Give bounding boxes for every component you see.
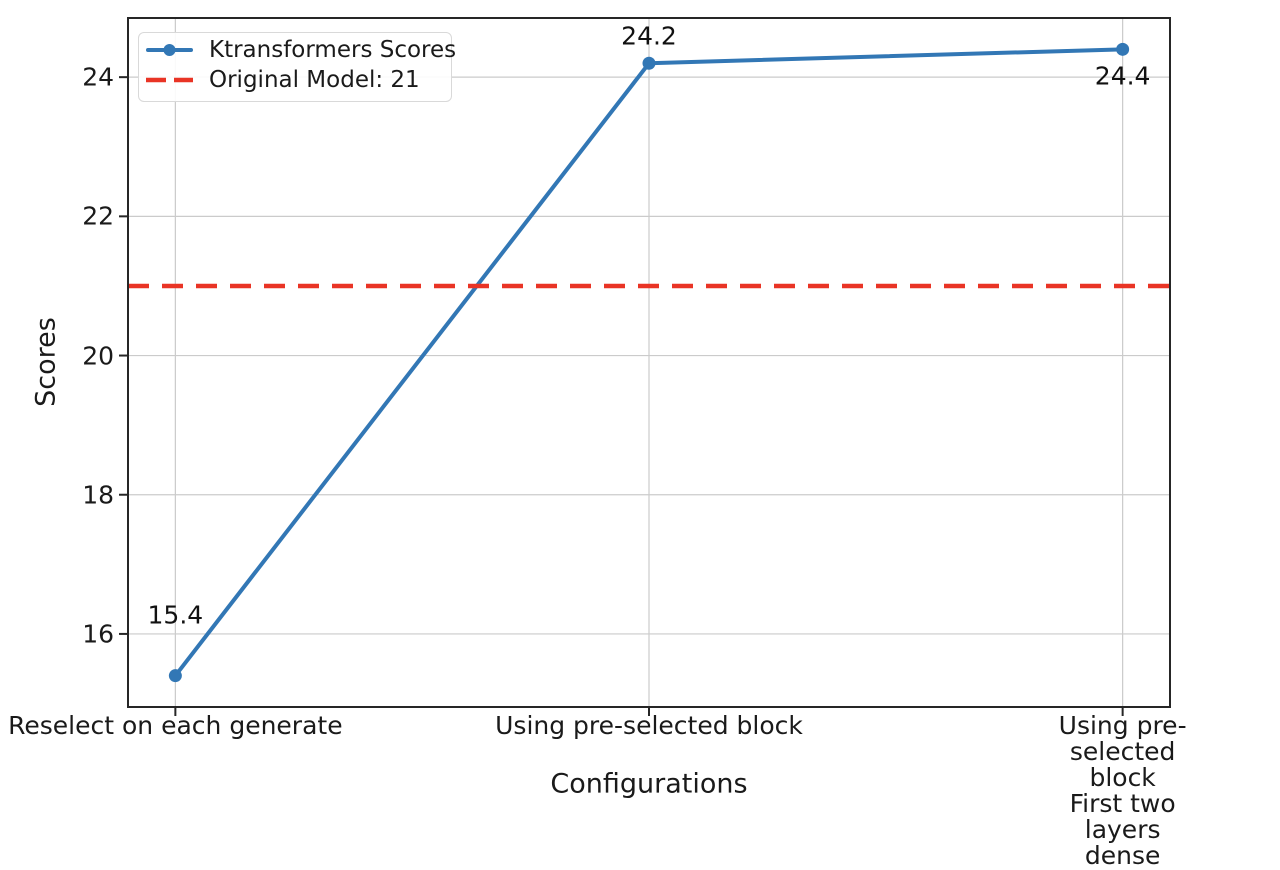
y-axis-label: Scores bbox=[30, 317, 62, 407]
x-axis-label: Configurations bbox=[550, 768, 748, 800]
axis-spines bbox=[119, 17, 1171, 716]
y-tick-label: 24 bbox=[82, 62, 114, 92]
legend-series-label: Ktransformers Scores bbox=[209, 36, 457, 63]
data-point-marker bbox=[642, 56, 656, 70]
data-point-value-label: 24.2 bbox=[621, 21, 677, 51]
y-tick-label: 16 bbox=[82, 619, 114, 649]
data-point-marker bbox=[168, 669, 182, 683]
data-point-value-label: 15.4 bbox=[147, 600, 204, 630]
legend-dashed-line-icon bbox=[146, 77, 193, 83]
legend-entry-series: Ktransformers Scores bbox=[146, 35, 456, 65]
data-point-marker bbox=[1116, 42, 1130, 56]
legend-entry-reference: Original Model: 21 bbox=[146, 65, 451, 95]
gridlines bbox=[128, 18, 1170, 707]
data-point-value-label: 24.4 bbox=[1094, 61, 1151, 91]
x-tick-label: Using pre-selected block bbox=[495, 711, 803, 740]
series-ktransformers bbox=[168, 42, 1130, 683]
x-tick-label: Reselect on each generate bbox=[8, 711, 343, 740]
y-tick-label: 20 bbox=[82, 341, 114, 371]
plot-area bbox=[119, 17, 1171, 716]
legend: Ktransformers Scores Original Model: 21 bbox=[138, 32, 456, 102]
y-tick-label: 22 bbox=[82, 201, 114, 231]
y-tick-label: 18 bbox=[82, 480, 114, 510]
x-tick-label: Using pre-selected block First two layer… bbox=[1058, 711, 1187, 870]
legend-series-line-icon bbox=[146, 44, 193, 56]
line-chart-figure: 16 18 20 22 24 Reselect on each generate Usin… bbox=[8, 17, 1187, 869]
legend-reference-label: Original Model: 21 bbox=[209, 66, 420, 93]
